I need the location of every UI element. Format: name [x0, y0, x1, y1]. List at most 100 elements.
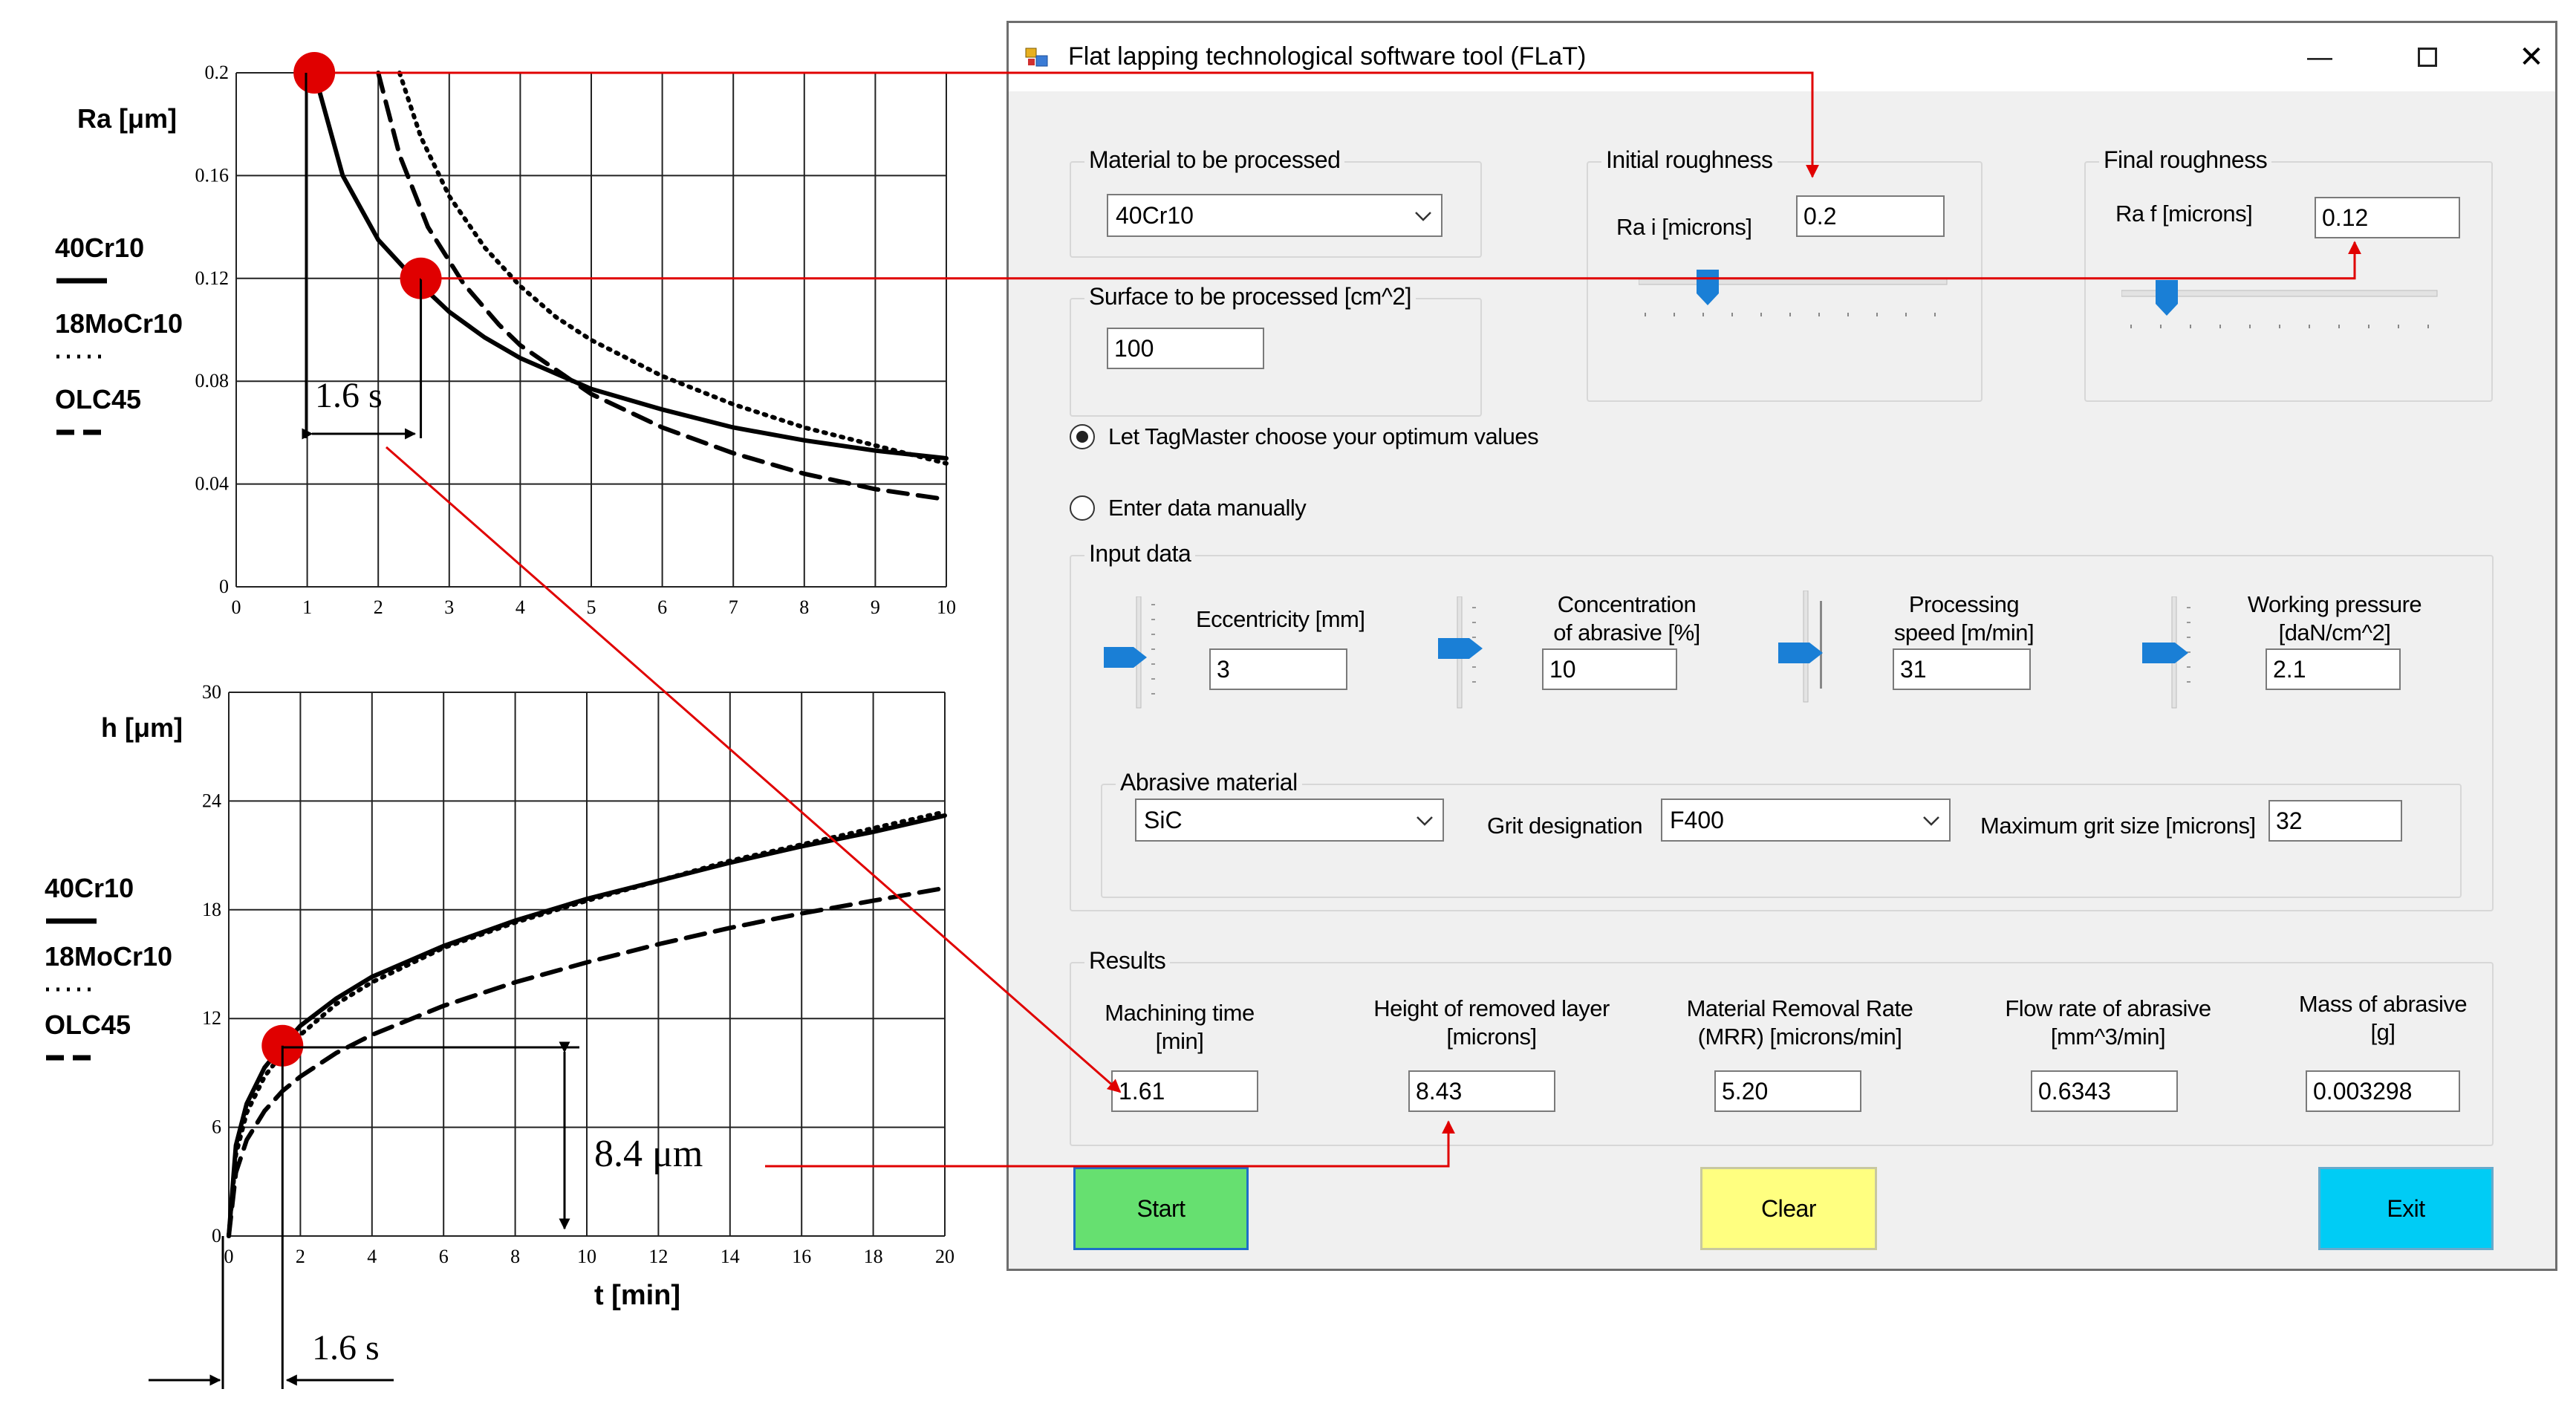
window-title: Flat lapping technological software tool…	[1068, 42, 1587, 71]
ra-final-input[interactable]: 0.12	[2315, 197, 2460, 238]
abrasive-material-select[interactable]: SiC	[1135, 799, 1444, 842]
x-tick-label: 1	[302, 596, 312, 618]
y-tick-label: 0	[219, 576, 229, 597]
machining-time-label-line1: Machining time	[1105, 1000, 1255, 1026]
ra-chart: 0 1 2 3 4 5 6 7 8 9 10 0 0.04 0.08 0.12 0.16 0.2 Ra [μm] 4…	[55, 62, 956, 618]
pressure-slider[interactable]	[2142, 596, 2209, 715]
close-icon: ✕	[2519, 41, 2544, 74]
annotations: 1.6 s 8.4 μm 1.6 s	[149, 52, 703, 1389]
x-tick-label: 20	[935, 1246, 954, 1267]
mrr-label: Material Removal Rate (MRR) [microns/min…	[1648, 995, 1952, 1051]
concentration-slider[interactable]	[1438, 596, 1497, 715]
y-tick-label: 6	[212, 1116, 221, 1138]
height-removed-output: 8.43	[1408, 1070, 1555, 1112]
x-tick-label: 2	[374, 596, 383, 618]
y-tick-label: 0.16	[195, 164, 230, 186]
eccentricity-label: Eccentricity [mm]	[1196, 606, 1365, 632]
x-tick-label: 8	[510, 1246, 520, 1267]
ra-final-slider[interactable]	[2121, 280, 2441, 347]
manual-mode-radio[interactable]	[1070, 495, 1095, 521]
maximize-button[interactable]	[2401, 36, 2453, 78]
concentration-input[interactable]: 10	[1542, 648, 1677, 690]
y-tick-label: 0.04	[195, 473, 230, 495]
slider-ticks	[1645, 313, 1936, 316]
ra-initial-input[interactable]: 0.2	[1796, 195, 1945, 237]
start-button[interactable]: Start	[1073, 1167, 1249, 1250]
concentration-label: Concentration of abrasive [%]	[1530, 591, 1723, 647]
speed-slider[interactable]	[1778, 591, 1838, 709]
max-grit-input[interactable]: 32	[2268, 800, 2402, 842]
pressure-label-line2: [daN/cm^2]	[2278, 619, 2391, 645]
clear-button[interactable]: Clear	[1700, 1167, 1877, 1250]
x-tick-label: 14	[721, 1246, 740, 1267]
chevron-down-icon	[1417, 816, 1433, 826]
manual-mode-label[interactable]: Enter data manually	[1108, 495, 1307, 521]
pressure-input[interactable]: 2.1	[2266, 648, 2401, 690]
speed-label: Processing speed [m/min]	[1867, 591, 2061, 647]
chevron-down-icon	[1415, 212, 1431, 221]
input-data-caption: Input data	[1084, 540, 1196, 567]
duration-label-2: 1.6 s	[312, 1328, 380, 1367]
eccentricity-slider[interactable]	[1104, 596, 1171, 715]
material-value: 40Cr10	[1116, 202, 1194, 229]
grit-select[interactable]: F400	[1661, 799, 1951, 842]
exit-button[interactable]: Exit	[2318, 1167, 2494, 1250]
x-tick-label: 4	[515, 596, 525, 618]
maximize-icon	[2418, 48, 2437, 67]
slider-thumb	[1778, 643, 1823, 663]
y-tick-label: 0.2	[205, 62, 230, 83]
abrasive-material-value: SiC	[1144, 807, 1183, 833]
app-window: Flat lapping technological software tool…	[1006, 21, 2557, 1271]
material-select[interactable]: 40Cr10	[1107, 194, 1443, 237]
x-tick-label: 10	[577, 1246, 596, 1267]
x-tick-label: 12	[648, 1246, 668, 1267]
material-caption: Material to be processed	[1084, 146, 1345, 174]
x-tick-label: 4	[367, 1246, 377, 1267]
ra-initial-marker	[293, 52, 336, 94]
surface-group: Surface to be processed [cm^2]	[1070, 283, 1482, 417]
x-tick-label: 7	[729, 596, 738, 618]
eccentricity-input[interactable]: 3	[1209, 648, 1347, 690]
close-button[interactable]: ✕	[2505, 36, 2557, 78]
flow-rate-label: Flow rate of abrasive [mm^3/min]	[1974, 995, 2242, 1051]
final-roughness-caption: Final roughness	[2099, 146, 2272, 174]
x-tick-label: 18	[864, 1246, 883, 1267]
mrr-label-line2: (MRR) [microns/min]	[1697, 1024, 1902, 1050]
auto-mode-radio[interactable]	[1070, 424, 1095, 449]
x-tick-label: 0	[224, 1246, 234, 1267]
height-removed-label-line2: [microns]	[1446, 1024, 1537, 1050]
h-axis-label: h [μm]	[101, 712, 183, 743]
abrasive-group: Abrasive material	[1101, 769, 2462, 898]
y-tick-label: 24	[202, 790, 221, 811]
x-tick-label: 5	[587, 596, 596, 618]
mrr-label-line1: Material Removal Rate	[1686, 995, 1913, 1021]
abrasive-caption: Abrasive material	[1116, 769, 1302, 796]
slider-thumb	[2156, 280, 2178, 316]
series-18mocr10-line	[397, 71, 949, 466]
grit-label: Grit designation	[1487, 813, 1643, 839]
ra-initial-slider[interactable]	[1639, 268, 1951, 335]
y-tick-label: 0.08	[195, 370, 230, 391]
surface-input[interactable]: 100	[1107, 328, 1264, 369]
minimize-button[interactable]: —	[2294, 36, 2346, 78]
legend-label: OLC45	[55, 384, 141, 414]
y-tick-label: 30	[202, 681, 221, 703]
x-tick-label: 8	[799, 596, 809, 618]
auto-mode-label[interactable]: Let TagMaster choose your optimum values	[1108, 423, 1539, 449]
speed-input[interactable]: 31	[1893, 648, 2031, 690]
x-tick-label: 10	[937, 596, 956, 618]
concentration-label-line1: Concentration	[1557, 591, 1697, 617]
y-tick-label: 0	[212, 1225, 221, 1246]
x-tick-label: 0	[232, 596, 241, 618]
mrr-output: 5.20	[1714, 1070, 1861, 1112]
minimize-icon: —	[2307, 42, 2332, 71]
initial-roughness-caption: Initial roughness	[1601, 146, 1777, 174]
t-axis-label: t [min]	[594, 1280, 680, 1311]
flow-rate-label-line2: [mm^3/min]	[2050, 1024, 2166, 1050]
series-40cr10-line	[312, 71, 949, 461]
x-tick-label: 9	[871, 596, 880, 618]
flow-rate-output: 0.6343	[2031, 1070, 2178, 1112]
legend-label: 40Cr10	[45, 873, 134, 903]
ra-axis-label: Ra [μm]	[77, 103, 177, 134]
